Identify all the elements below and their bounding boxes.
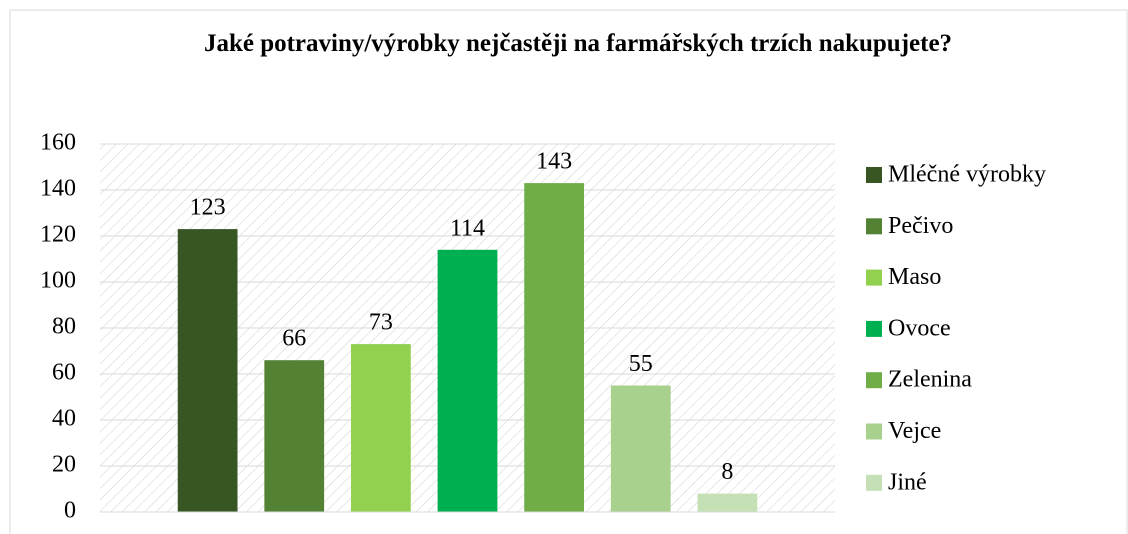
bar — [697, 493, 758, 512]
chart-title: Jaké potraviny/výrobky nejčastěji na far… — [203, 30, 953, 57]
bar — [437, 249, 498, 513]
y-tick-label: 0 — [64, 498, 76, 524]
y-tick-label: 160 — [40, 130, 76, 156]
data-label: 143 — [536, 149, 572, 175]
data-label: 66 — [282, 326, 306, 352]
legend-label: Vejce — [888, 418, 941, 444]
legend-swatch — [866, 474, 882, 491]
y-tick-label: 100 — [40, 268, 76, 294]
data-label: 8 — [721, 459, 733, 485]
y-tick-label: 60 — [52, 360, 76, 386]
legend-swatch — [866, 372, 882, 389]
data-label: 123 — [190, 195, 226, 221]
bar — [177, 229, 238, 512]
y-tick-label: 80 — [52, 314, 76, 340]
y-tick-label: 20 — [52, 452, 76, 478]
data-label: 114 — [450, 215, 485, 241]
bar — [610, 385, 671, 512]
legend-swatch — [866, 269, 882, 286]
bar — [524, 183, 585, 512]
y-tick-label: 140 — [40, 176, 76, 202]
legend-swatch — [866, 167, 882, 183]
legend-label: Zelenina — [888, 367, 972, 393]
bar — [350, 344, 411, 512]
legend-label: Ovoce — [888, 315, 951, 341]
legend-swatch — [866, 218, 882, 235]
y-tick-label: 120 — [40, 222, 76, 248]
legend-label: Maso — [888, 264, 941, 290]
data-label: 73 — [369, 310, 393, 336]
legend-label: Jiné — [888, 469, 927, 495]
data-label: 55 — [629, 351, 653, 377]
legend-label: Mléčné výrobky — [888, 162, 1046, 188]
legend-swatch — [866, 423, 882, 440]
legend-swatch — [866, 320, 882, 337]
y-tick-label: 40 — [52, 406, 76, 432]
bar — [264, 360, 325, 512]
legend-label: Pečivo — [888, 213, 953, 239]
